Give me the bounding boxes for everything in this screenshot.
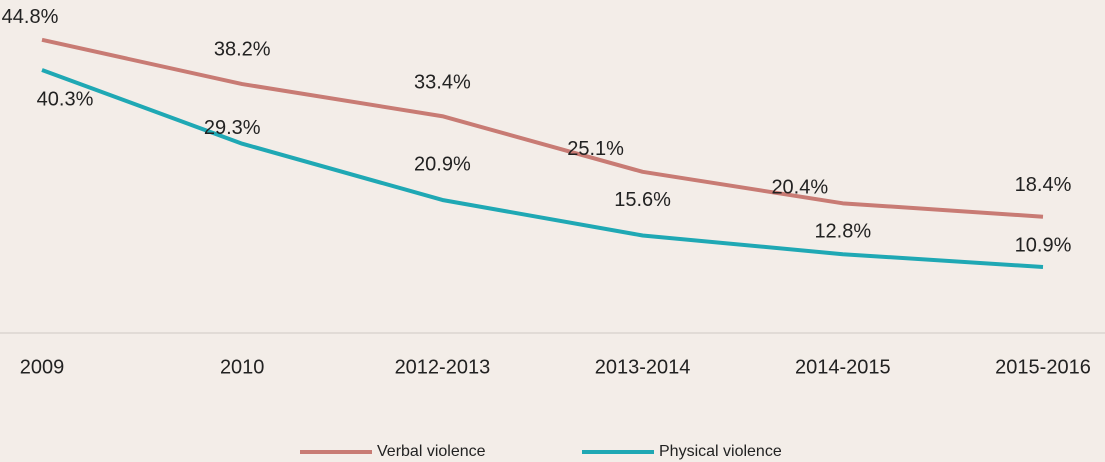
- x-tick-label: 2014-2015: [795, 356, 891, 378]
- x-tick-label: 2013-2014: [595, 356, 691, 378]
- x-tick-label: 2012-2013: [395, 356, 491, 378]
- data-label: 15.6%: [614, 189, 671, 211]
- data-label: 44.8%: [2, 6, 59, 28]
- legend-text: Verbal violence: [377, 443, 486, 460]
- data-label: 29.3%: [204, 117, 261, 139]
- data-label: 18.4%: [1015, 174, 1072, 196]
- data-label: 33.4%: [414, 72, 471, 94]
- line-series: [41, 37, 1044, 219]
- data-label: 20.9%: [414, 153, 471, 175]
- x-tick-label: 2010: [220, 356, 265, 378]
- data-label: 38.2%: [214, 38, 271, 60]
- data-label: 12.8%: [814, 221, 871, 243]
- data-label: 10.9%: [1015, 234, 1072, 256]
- line-series: [41, 68, 1044, 269]
- x-tick-label: 2009: [20, 356, 65, 378]
- data-label: 20.4%: [771, 177, 828, 199]
- x-tick-label: 2015-2016: [995, 356, 1091, 378]
- data-label: 40.3%: [37, 88, 94, 110]
- legend-text: Physical violence: [659, 443, 782, 460]
- data-label: 25.1%: [567, 138, 624, 160]
